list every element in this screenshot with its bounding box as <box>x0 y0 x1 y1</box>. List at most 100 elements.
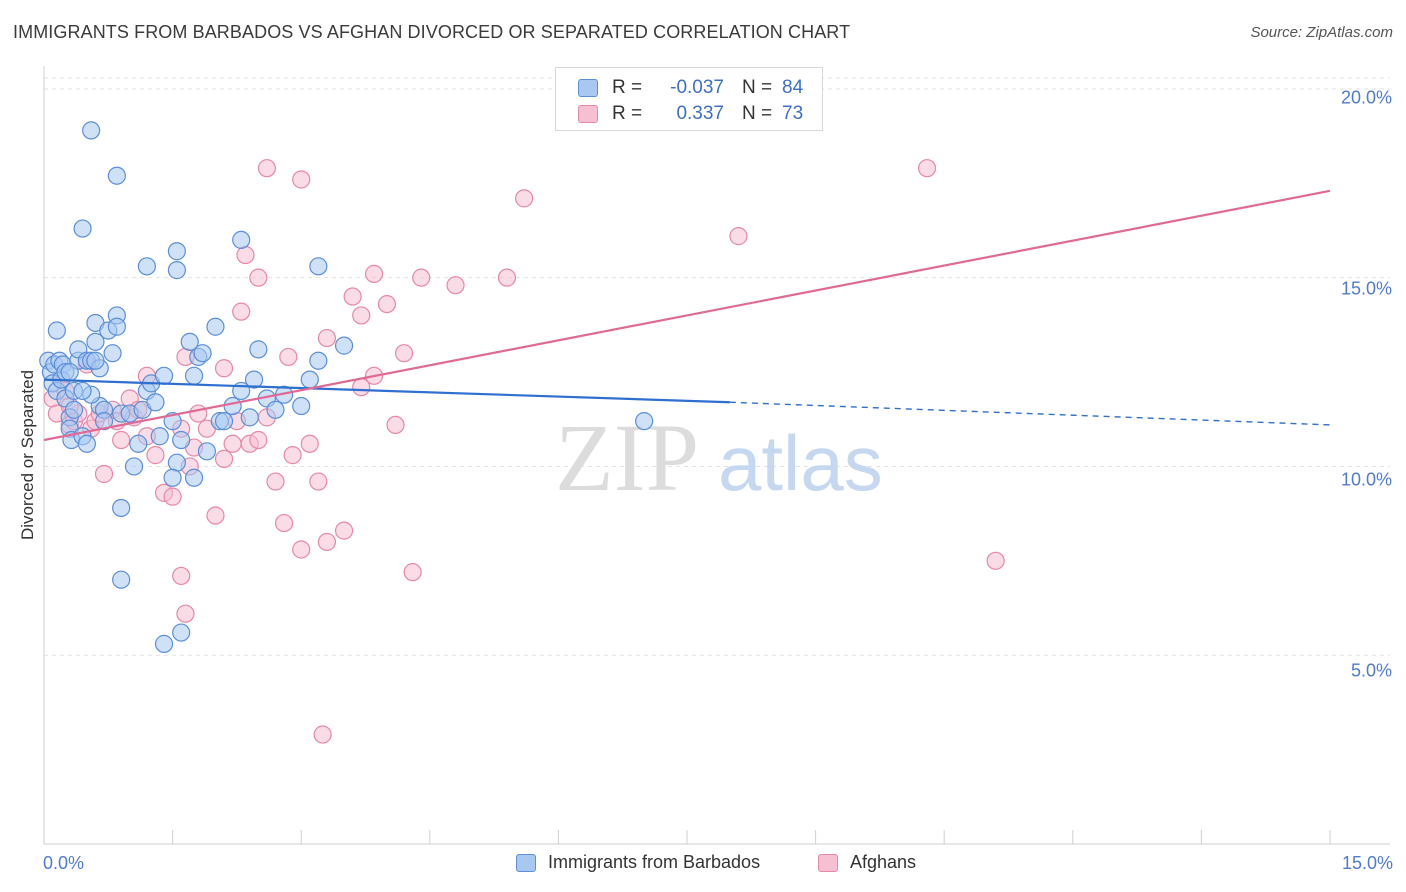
barbados-point <box>154 634 174 653</box>
afghans-point <box>412 268 431 287</box>
barbados-point <box>47 321 66 340</box>
afghans-point <box>249 430 268 450</box>
afghans-point <box>257 159 277 178</box>
barbados-point <box>172 430 191 450</box>
barbados-point <box>244 370 264 389</box>
x-tick-min: 0.0% <box>43 853 85 873</box>
barbados-point <box>103 344 122 363</box>
afghans-point <box>446 276 465 295</box>
barbados-point <box>214 412 234 431</box>
afghans-point <box>317 328 337 348</box>
pink-swatch <box>578 105 598 123</box>
afghans-point <box>274 513 294 533</box>
barbados-point <box>129 434 148 453</box>
afghans-point <box>386 415 405 435</box>
trend-lines <box>43 189 1331 442</box>
r-value: -0.037 <box>670 77 724 98</box>
series-legend: Immigrants from Barbados Afghans <box>0 852 1406 876</box>
afghans-point <box>236 245 255 265</box>
barbados-point <box>184 468 204 487</box>
barbados-point <box>167 242 186 261</box>
afghans-point <box>364 264 384 283</box>
barbados-point <box>167 261 186 280</box>
afghans-point <box>394 344 414 363</box>
barbados-point <box>223 396 242 416</box>
barbados-point <box>266 400 285 419</box>
y-axis-label: Divorced or Separated <box>18 369 37 541</box>
afghans-point <box>214 359 234 378</box>
afghans-point <box>352 306 371 325</box>
barbados-point <box>309 351 328 370</box>
barbados-point <box>334 336 354 355</box>
afghans-point <box>266 472 285 491</box>
afghans-point <box>729 227 748 246</box>
afghans-point <box>146 446 165 465</box>
x-tick-max: 15.0% <box>1341 853 1393 873</box>
barbados-point <box>193 344 212 363</box>
barbados-point <box>94 412 114 431</box>
barbados-point <box>249 340 268 359</box>
blue-swatch <box>516 853 536 872</box>
barbados-point <box>240 408 259 427</box>
barbados-points <box>39 121 654 653</box>
afghans-point <box>917 159 937 178</box>
barbados-point <box>64 400 84 419</box>
afghans-trend-line <box>43 189 1331 442</box>
afghans-point <box>223 434 242 453</box>
barbados-point <box>197 442 216 461</box>
afghans-point <box>163 487 182 506</box>
legend-label: Immigrants from Barbados <box>548 852 761 872</box>
barbados-point <box>86 351 105 370</box>
barbados-point <box>77 434 96 453</box>
barbados-point <box>172 623 191 642</box>
y-tick-5: 5.0% <box>1350 660 1392 681</box>
afghans-point <box>317 532 337 552</box>
barbados-point <box>163 468 182 487</box>
barbados-point <box>107 166 126 185</box>
afghans-point <box>249 268 268 287</box>
y-tick-15: 15.0% <box>1340 278 1392 299</box>
y-tick-10: 10.0% <box>1340 469 1392 490</box>
blue-swatch <box>578 79 598 97</box>
legend-item-afghans[interactable]: Afghans <box>818 852 916 873</box>
chart-title: IMMIGRANTS FROM BARBADOS VS AFGHAN DIVOR… <box>13 22 851 42</box>
afghans-point <box>300 434 319 453</box>
barbados-point <box>124 457 144 476</box>
afghans-point <box>176 604 195 623</box>
barbados-trend-extension <box>729 401 1331 426</box>
barbados-point <box>167 453 186 472</box>
legend-item-barbados[interactable]: Immigrants from Barbados <box>516 852 760 873</box>
afghans-point <box>283 446 302 465</box>
afghans-point <box>515 189 534 208</box>
n-value: 84 <box>782 77 804 98</box>
afghans-point <box>279 347 298 367</box>
barbados-point <box>232 230 251 250</box>
barbados-point <box>150 427 169 446</box>
n-label: N = <box>742 77 773 98</box>
barbados-point <box>82 121 101 140</box>
barbados-point <box>309 257 328 276</box>
watermark-atlas: atlas <box>718 419 883 507</box>
afghans-point <box>497 268 517 287</box>
barbados-point <box>184 366 204 385</box>
barbados-point <box>60 362 79 382</box>
grid-lines <box>44 77 1390 656</box>
afghans-point <box>292 170 311 189</box>
source-label: Source: ZipAtlas.com <box>1250 24 1393 41</box>
barbados-point <box>112 498 131 518</box>
afghans-point <box>343 287 362 306</box>
pink-swatch <box>818 853 838 872</box>
barbados-point <box>73 219 92 238</box>
afghans-point <box>112 430 131 450</box>
afghans-point <box>403 563 422 582</box>
legend-row-afghans: R = 0.337 N = 73 <box>578 102 822 126</box>
barbados-point <box>146 393 165 412</box>
barbados-point <box>73 381 92 401</box>
afghans-point <box>334 521 354 540</box>
afghans-point <box>214 449 234 468</box>
afghans-point <box>206 506 225 525</box>
afghans-point <box>309 472 328 491</box>
correlation-legend: R = -0.037 N = 84 R = 0.337 N = 73 <box>555 67 823 131</box>
afghans-point <box>986 551 1005 570</box>
